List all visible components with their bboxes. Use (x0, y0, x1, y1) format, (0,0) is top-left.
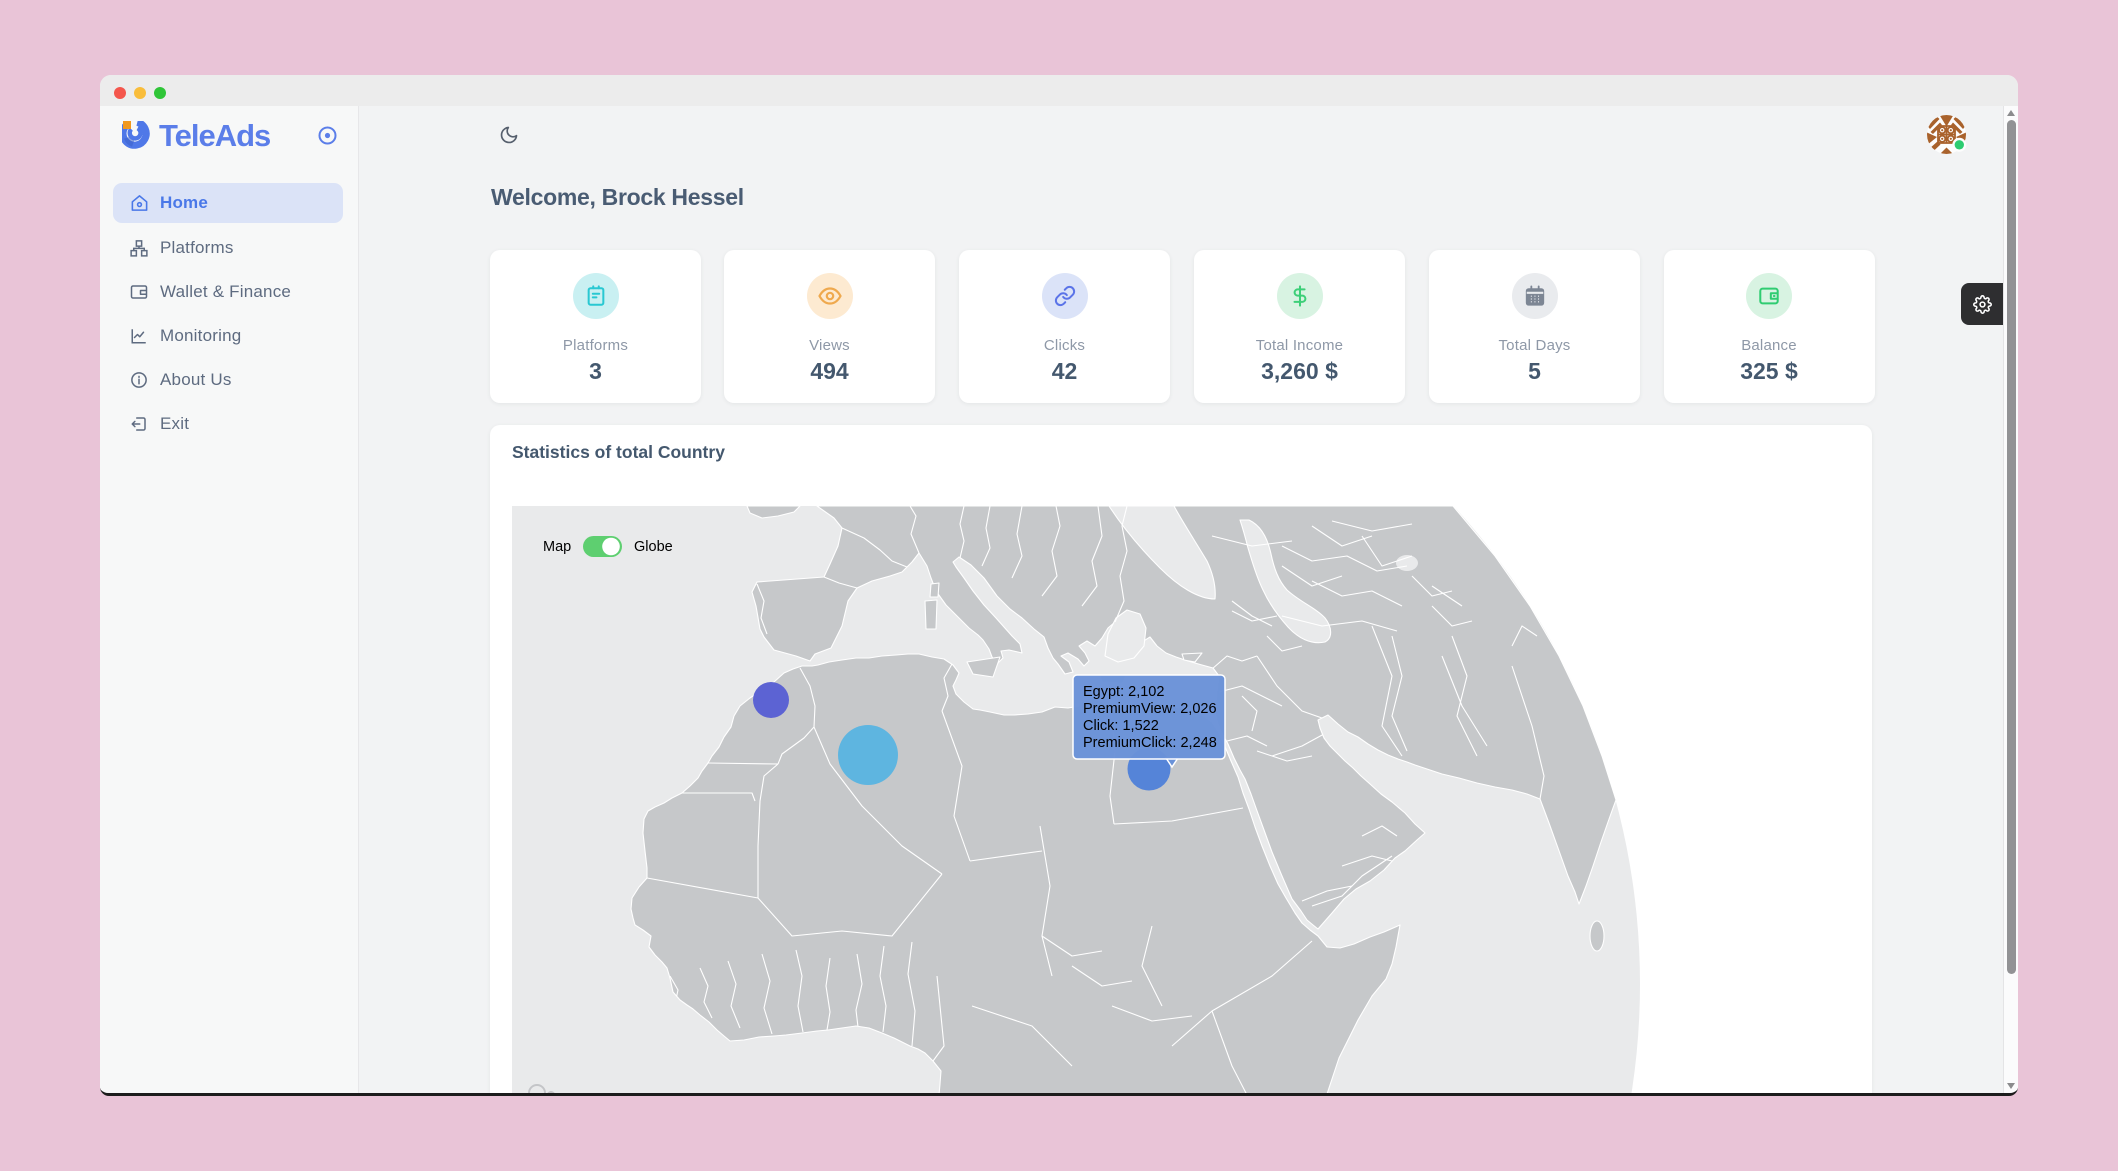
svg-text:PremiumClick: 2,248: PremiumClick: 2,248 (1083, 735, 1217, 751)
svg-text:Globe: Globe (634, 539, 673, 555)
svg-text:PremiumView: 2,026: PremiumView: 2,026 (1083, 701, 1217, 717)
svg-text:Map: Map (543, 539, 571, 555)
svg-text:Click: 1,522: Click: 1,522 (1083, 718, 1159, 734)
svg-text:Egypt: 2,102: Egypt: 2,102 (1083, 684, 1164, 700)
